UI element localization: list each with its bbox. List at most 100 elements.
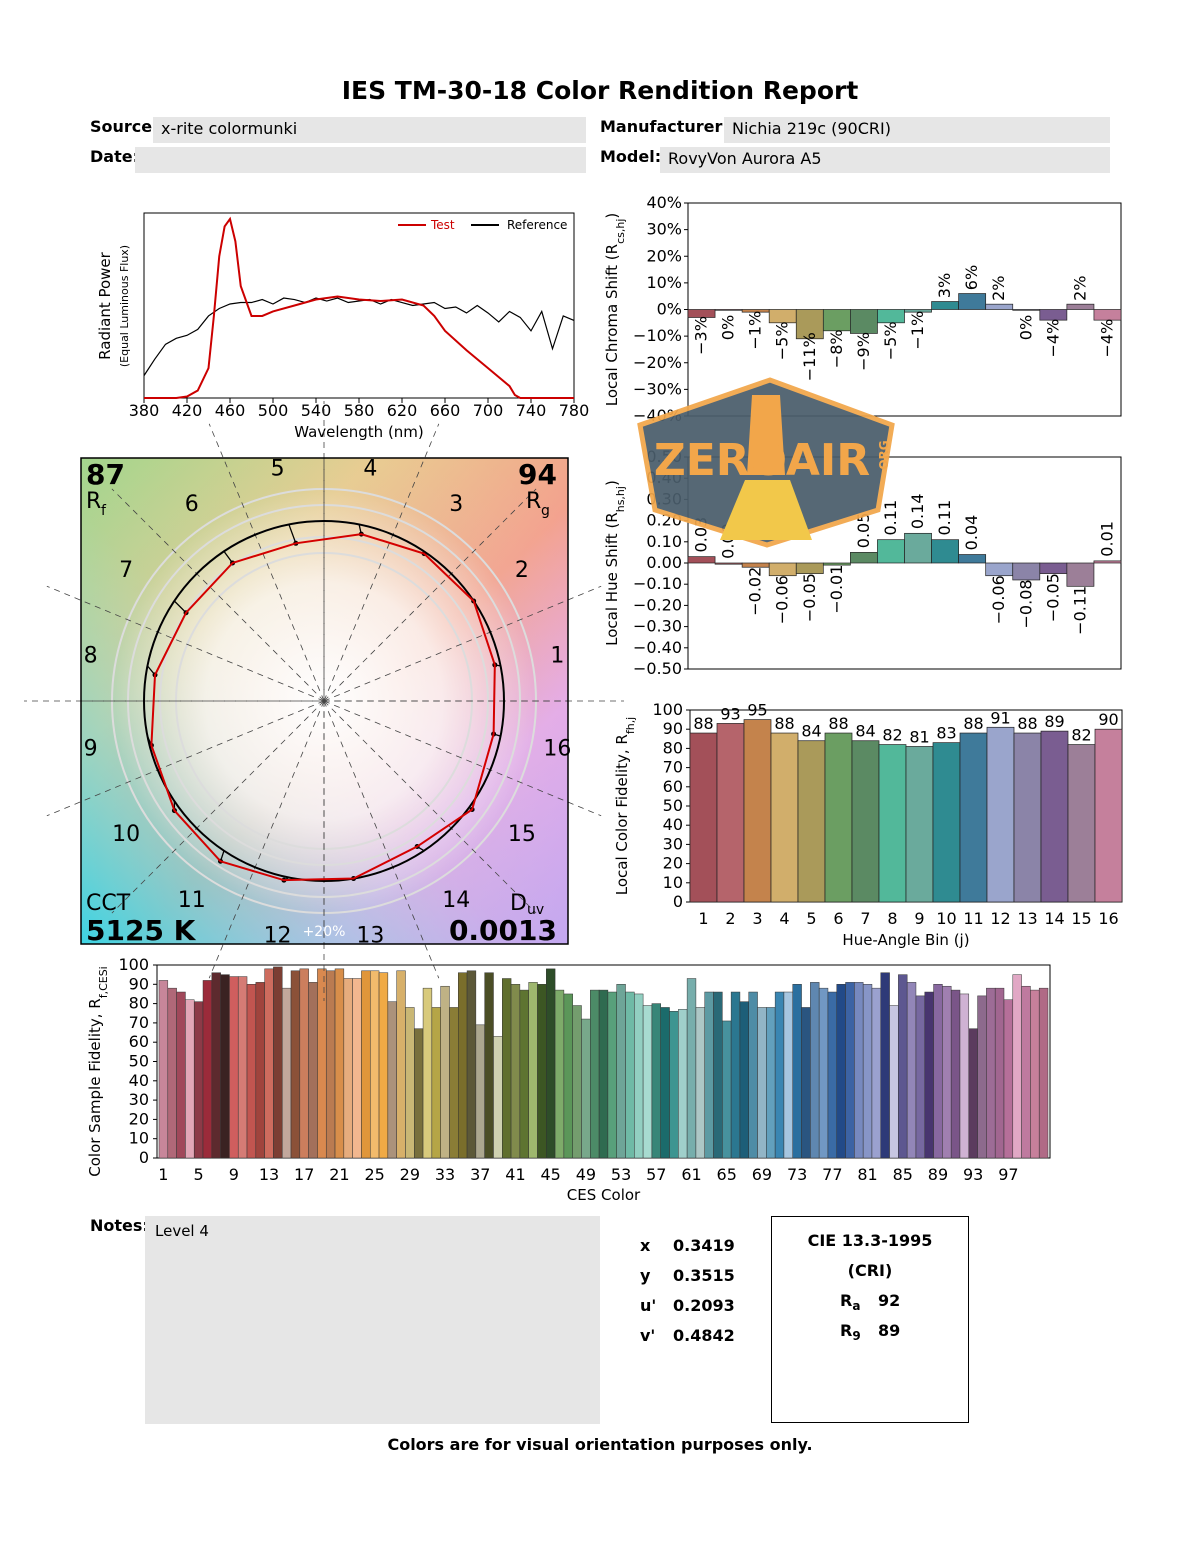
ces-ytick-label: 20 [129, 1109, 149, 1128]
chroma-ylabel-main: Local Chroma Shift (R [603, 244, 621, 406]
chroma-bar-label: −1% [908, 311, 927, 350]
rf-label: R [86, 489, 101, 514]
ces-bar [325, 970, 336, 1159]
page-title: IES TM-30-18 Color Rendition Report [341, 76, 859, 105]
hue-bar [985, 562, 1014, 577]
ces-bar [704, 991, 714, 1159]
vector-bin-label: 14 [442, 888, 470, 913]
date-label: Date: [90, 147, 139, 166]
ces-xtick-label: 33 [435, 1165, 455, 1184]
fidelity-ytick-label: 80 [663, 738, 683, 757]
ces-bar [880, 972, 890, 1159]
chroma-bar [877, 309, 905, 324]
ces-xtick-label: 45 [541, 1165, 561, 1184]
ces-bar [484, 972, 494, 1159]
hue-bar [877, 539, 905, 564]
ces-bar [281, 987, 292, 1159]
fidelity-xtick-label: 6 [833, 909, 843, 928]
ces-bar [739, 1001, 749, 1159]
spd-xtick-label: 780 [559, 401, 590, 420]
fidelity-bar [1040, 730, 1069, 903]
ces-ytick-label: 40 [129, 1071, 149, 1090]
chroma-ytick-label: −20% [633, 353, 682, 372]
ces-xtick-label: 57 [646, 1165, 666, 1184]
chroma-ylabel-sub: cs,hj [614, 219, 627, 244]
hue-bar-label: −0.06 [773, 575, 792, 624]
hue-bar-label: −0.02 [746, 567, 765, 616]
hue-bar-label: 0.01 [1097, 521, 1116, 557]
rg-label: R [526, 489, 541, 514]
hue-bar-label: −0.08 [1016, 579, 1035, 628]
chroma-bar [1012, 309, 1041, 311]
fidelity-ytick-label: 100 [652, 700, 683, 719]
ces-bar [193, 1001, 204, 1159]
vector-bin-label: 7 [119, 558, 133, 583]
ces-xtick-label: 81 [857, 1165, 877, 1184]
ces-bar [185, 999, 195, 1159]
fidelity-ylabel: Local Color Fidelity, Rfh,j [613, 717, 637, 896]
ces-bar [369, 970, 380, 1159]
chroma-bar-label: 0% [719, 315, 738, 340]
ces-xtick-label: 17 [294, 1165, 314, 1184]
rg-value: 94 [518, 458, 557, 491]
ces-xtick-label: 41 [505, 1165, 525, 1184]
ces-bar [994, 987, 1005, 1159]
chroma-ytick-label: −10% [633, 326, 682, 345]
spd-series-test [144, 216, 574, 399]
y-value: 0.3515 [673, 1266, 735, 1285]
ces-bar [581, 1018, 591, 1159]
vector-test-polygon [150, 533, 496, 882]
hue-ytick-label: −0.50 [633, 659, 682, 678]
ces-bar [440, 985, 450, 1159]
vector-bin-boundary [46, 700, 325, 817]
legend-test-label: Test [430, 218, 455, 232]
chroma-ytick-label: 30% [646, 220, 682, 239]
chroma-ytick-label: 20% [646, 246, 682, 265]
vector-bin-label: 6 [185, 492, 199, 517]
ces-bar [273, 966, 283, 1159]
ces-xtick-label: 5 [194, 1165, 204, 1184]
chroma-bar-label: 6% [962, 265, 981, 290]
ces-bar [546, 968, 556, 1159]
v-value: 0.4842 [673, 1326, 735, 1345]
spd-ylabel: Radiant Power [96, 251, 114, 360]
ces-bar [713, 991, 723, 1159]
fidelity-xtick-label: 2 [725, 909, 735, 928]
vector-arrow [288, 524, 297, 544]
ces-bar [1021, 985, 1031, 1159]
hue-bar-label: −0.05 [1043, 573, 1062, 622]
fidelity-bar-label: 82 [882, 726, 902, 745]
ces-xtick-label: 53 [611, 1165, 631, 1184]
hue-bar [822, 562, 851, 566]
spd-xtick-label: 540 [301, 401, 332, 420]
ces-xtick-label: 85 [893, 1165, 913, 1184]
duv-label-sub: uv [527, 902, 544, 918]
fidelity-bar-label: 88 [963, 714, 983, 733]
ces-xtick-label: 89 [928, 1165, 948, 1184]
hue-ylabel-main: Local Hue Shift (R [603, 512, 621, 646]
v-label: v' [640, 1326, 656, 1345]
hue-ytick-label: −0.40 [633, 638, 682, 657]
ces-xtick-label: 49 [576, 1165, 596, 1184]
ces-bar [968, 1028, 978, 1159]
fidelity-bar [1013, 732, 1042, 903]
ces-bar [766, 1007, 776, 1159]
vector-bin-label: 15 [508, 822, 536, 847]
duv-value: 0.0013 [449, 914, 557, 947]
r9-label: R9 [840, 1321, 861, 1344]
vector-bin-boundary [323, 700, 602, 817]
hue-bar-label: −0.01 [827, 565, 846, 614]
fidelity-bar-label: 82 [1071, 726, 1091, 745]
ces-xtick-label: 9 [229, 1165, 239, 1184]
chroma-bar [1039, 309, 1068, 321]
hue-bar-label: 0.05 [854, 513, 873, 549]
y-label: y [640, 1266, 651, 1285]
fidelity-bar [905, 746, 934, 903]
fidelity-ytick-label: 0 [673, 892, 683, 911]
hue-ytick-label: −0.30 [633, 617, 682, 636]
vector-bin-boundary [323, 488, 537, 702]
ces-bar [343, 978, 353, 1159]
fidelity-bar-label: 95 [747, 701, 767, 720]
ces-ytick-label: 80 [129, 994, 149, 1013]
ces-bar [493, 1036, 503, 1159]
